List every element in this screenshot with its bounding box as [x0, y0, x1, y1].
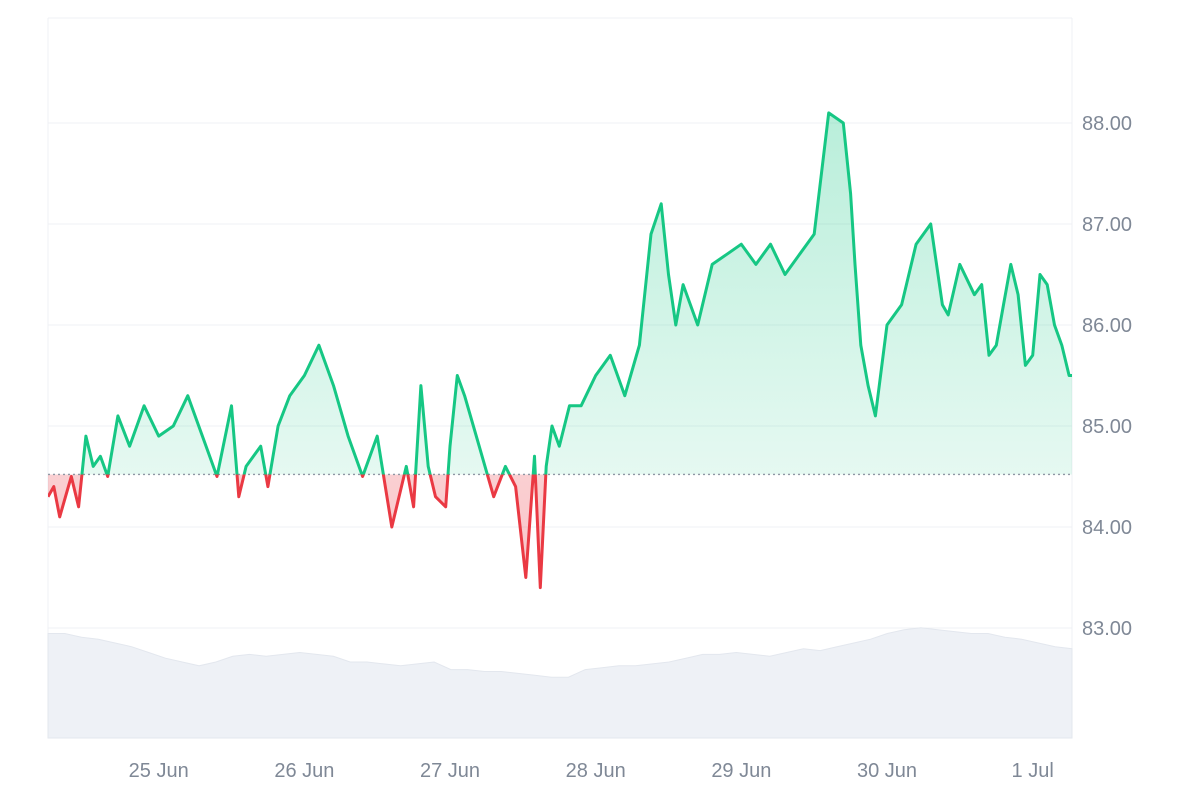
x-tick-label: 30 Jun: [857, 760, 917, 782]
y-tick-label: 86.00: [1082, 315, 1132, 337]
line-layer: [48, 111, 1072, 590]
y-tick-label: 88.00: [1082, 113, 1132, 135]
y-tick-label: 87.00: [1082, 214, 1132, 236]
price-line-up: [80, 111, 1072, 475]
y-tick-label: 85.00: [1082, 416, 1132, 438]
volume-layer: [47, 627, 1073, 739]
x-tick-label: 28 Jun: [566, 760, 626, 782]
area-layer: [48, 112, 1072, 588]
area-above-baseline: [81, 112, 1072, 475]
volume-area: [47, 627, 1073, 739]
x-tick-label: 25 Jun: [129, 760, 189, 782]
y-tick-label: 84.00: [1082, 517, 1132, 539]
y-tick-label: 83.00: [1082, 618, 1132, 640]
x-tick-label: 27 Jun: [420, 760, 480, 782]
x-tick-label: 29 Jun: [711, 760, 771, 782]
x-axis: 25 Jun 26 Jun 27 Jun 28 Jun 29 Jun 30 Jun 1 Ju…: [129, 760, 1054, 782]
x-tick-label: 1 Jul: [1012, 760, 1054, 782]
x-tick-label: 26 Jun: [274, 760, 334, 782]
y-axis: 83.00 84.00 85.00 86.00 87.00 88.00: [1082, 113, 1132, 640]
